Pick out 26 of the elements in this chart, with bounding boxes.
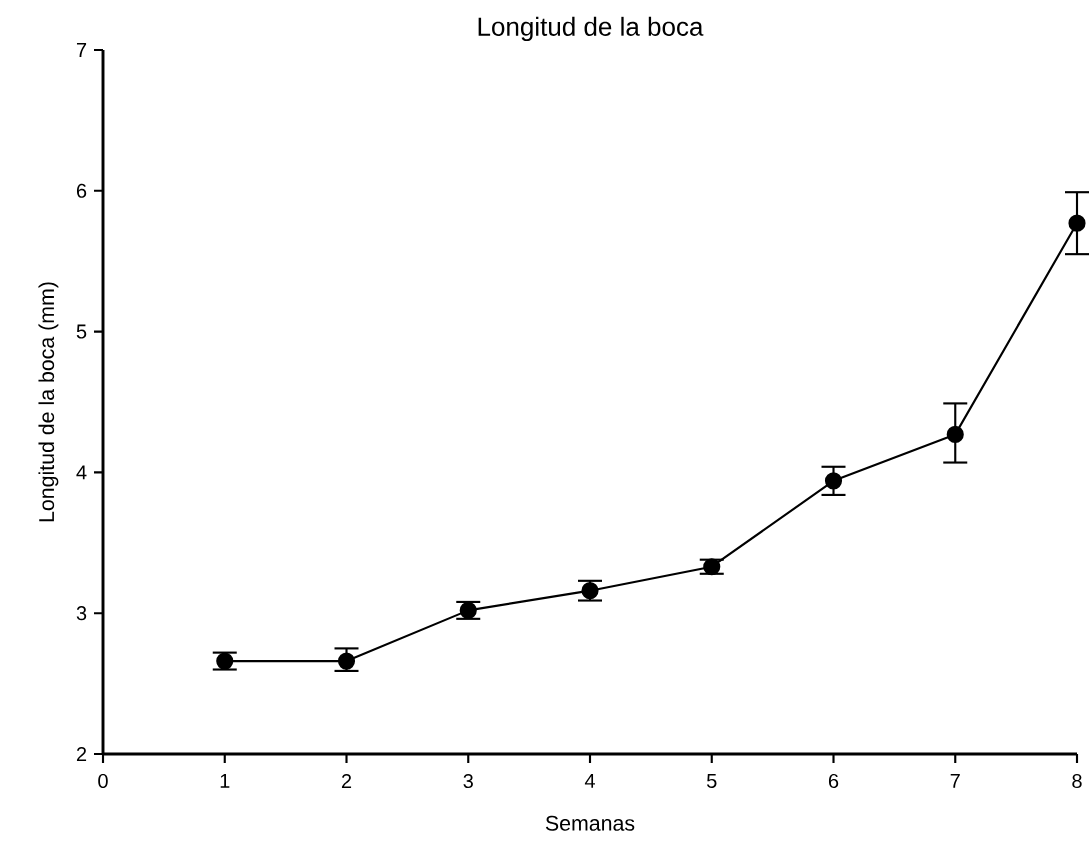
point [824,472,843,490]
point [946,425,964,443]
x-tick-label: 1 [220,773,230,788]
x-tick-label: 8 [1072,773,1082,789]
x-tick-label: 0 [98,773,108,789]
y-axis-title: Longitud de la boca (mm) [38,282,59,522]
x-tick-label: 5 [706,773,717,788]
x-axis-title: Semanas [545,815,635,831]
y-tick-label: 3 [76,606,87,621]
point [1068,214,1086,232]
point [581,582,599,600]
x-tick-label: 4 [584,773,595,788]
x-tick-label: 7 [950,773,960,788]
x-tick-label: 3 [463,773,473,789]
chart-title: Longitud de la boca [478,16,704,42]
y-tick-label: 6 [76,183,87,198]
y-tick-label: 2 [76,747,87,761]
y-tick-label: 4 [76,465,87,480]
x-tick-label: 2 [341,773,352,788]
y-tick-label: 5 [76,324,87,339]
point [337,652,356,670]
point [703,558,721,576]
x-tick-label: 6 [828,773,839,789]
point [459,601,477,619]
point [216,652,234,670]
y-tick-label: 7 [76,43,87,57]
